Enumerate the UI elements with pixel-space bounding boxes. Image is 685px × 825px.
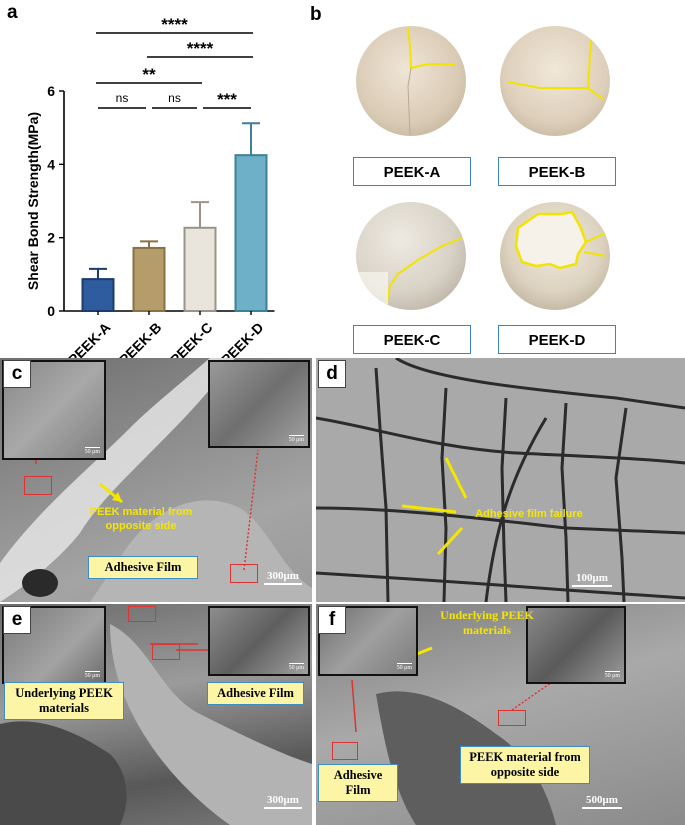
peek-opposite-label: PEEK material from opposite side: [460, 746, 590, 784]
adhesive-film-label: Adhesive Film: [207, 682, 304, 705]
panel-d-letter: d: [318, 360, 346, 388]
inset-scale: 50 μm: [288, 663, 304, 671]
scale-bar-d: 100μm: [572, 572, 612, 587]
peek-c-label: PEEK-C: [353, 325, 471, 354]
underlying-peek-label: Underlying PEEK materials: [4, 682, 124, 720]
significance-label: ****: [161, 15, 188, 34]
bar: [81, 278, 115, 313]
scale-bar-f: 500μm: [582, 794, 622, 809]
underlying-peek-annotation: Underlying PEEK materials: [440, 608, 534, 637]
y-tick-label: 0: [47, 303, 55, 319]
region-marker: [332, 742, 358, 760]
significance-label: ***: [217, 90, 237, 109]
sem-image-d: Adhesive film failure d 100μm: [316, 358, 685, 602]
scale-text: 100μm: [576, 572, 608, 584]
fracture-line: [356, 237, 463, 310]
panel-c-letter: c: [3, 360, 31, 388]
scale-bar-e: 300μm: [264, 794, 302, 809]
inset-scale: 50 μm: [84, 671, 100, 679]
inset-c-right: 50 μm: [208, 360, 310, 448]
region-marker: [498, 710, 526, 726]
region-marker: [128, 606, 156, 622]
bar: [132, 246, 166, 312]
fracture-line: [407, 27, 456, 135]
inset-scale: 50 μm: [84, 447, 100, 455]
specimen-disk-d: [500, 202, 610, 310]
yellow-arrows: [401, 457, 468, 556]
sem-texture: [0, 624, 312, 825]
peek-a-label: PEEK-A: [353, 157, 471, 186]
y-tick-label: 2: [47, 230, 55, 246]
sem-image-c: 50 μm 50 μm c PEEK material from opposit…: [0, 358, 312, 602]
panel-e-letter: e: [3, 606, 31, 634]
panel-f-letter: f: [318, 606, 346, 634]
sem-image-f: 50 μm 50 μm f Underlying PEEK materials …: [316, 604, 685, 825]
y-axis-label: Shear Bond Strength(MPa): [25, 112, 41, 290]
region-marker: [24, 476, 52, 495]
inset-f-right: 50 μm: [526, 606, 626, 684]
significance-label: ns: [168, 91, 181, 105]
inset-e-right: 50 μm: [208, 606, 310, 676]
inset-scale: 50 μm: [604, 671, 620, 679]
y-tick-label: 6: [47, 83, 55, 99]
scale-bar-c: 300μm: [264, 570, 302, 585]
specimen-disk-a: [356, 26, 466, 136]
scale-text: 300μm: [267, 794, 299, 806]
significance-label: ns: [116, 91, 129, 105]
peek-d-label: PEEK-D: [498, 325, 616, 354]
sem-image-e: 50 μm 50 μm e Underlying PEEK materials …: [0, 604, 312, 825]
region-marker: [230, 564, 258, 583]
crack-network: [316, 358, 685, 602]
y-tick-label: 4: [47, 156, 55, 172]
fracture-line: [507, 31, 605, 101]
region-marker: [152, 644, 180, 660]
inset-scale: 50 μm: [396, 663, 412, 671]
bar: [183, 226, 217, 312]
scale-text: 300μm: [267, 570, 299, 582]
significance-label: ****: [187, 39, 214, 58]
panel-b-letter: b: [310, 4, 322, 25]
panel-a-letter: a: [7, 2, 18, 23]
scale-text: 500μm: [586, 794, 618, 806]
specimen-disk-c: [356, 202, 466, 310]
fracture-line: [514, 210, 609, 270]
adhesive-failure-annotation: Adhesive film failure: [475, 508, 583, 520]
inset-scale: 50 μm: [288, 435, 304, 443]
peek-b-label: PEEK-B: [498, 157, 616, 186]
peek-opposite-annotation: PEEK material from opposite side: [89, 506, 193, 532]
adhesive-film-label: Adhesive Film: [318, 764, 398, 802]
specimen-disk-b: [500, 26, 610, 136]
bar: [234, 154, 268, 312]
significance-label: **: [142, 65, 156, 84]
adhesive-film-label: Adhesive Film: [88, 556, 198, 579]
